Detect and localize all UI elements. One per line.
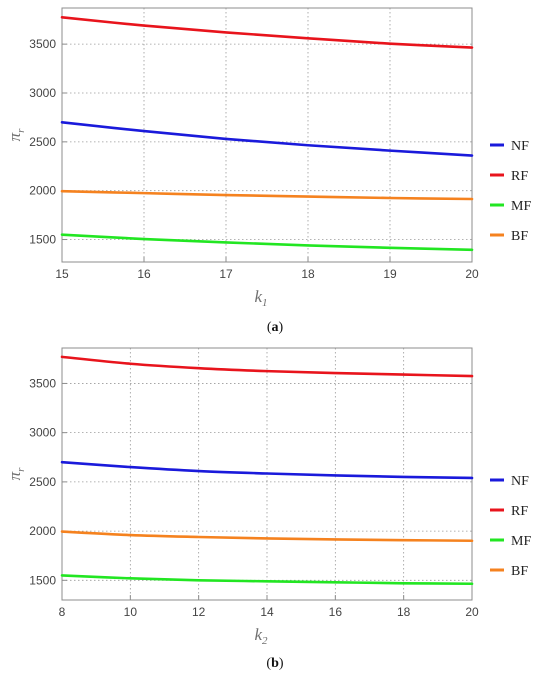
y-tick-label: 2000 xyxy=(29,184,56,198)
x-axis-label: k2 xyxy=(254,625,268,647)
x-tick-label: 20 xyxy=(465,605,479,619)
series-line-mf xyxy=(60,574,474,586)
legend-label-bf: BF xyxy=(511,229,528,244)
y-tick-label: 1500 xyxy=(29,233,56,247)
x-tick-label: 19 xyxy=(383,267,397,281)
legend-label-mf: MF xyxy=(511,199,531,214)
series-line-bf xyxy=(60,530,474,543)
series-line-bf xyxy=(60,189,474,201)
series-line-nf xyxy=(60,121,474,157)
y-axis-label: πr xyxy=(5,128,27,142)
x-tick-label: 8 xyxy=(59,605,66,619)
legend-label-mf: MF xyxy=(511,534,531,549)
y-tick-label: 3000 xyxy=(29,426,56,440)
chart-panel-a: 15 16 17 18 19 20 1500 2000 2500 3000 3500 NF RF MF BF… xyxy=(5,7,531,335)
panel-caption: (a) xyxy=(267,320,284,335)
x-tick-label: 14 xyxy=(260,605,274,619)
x-tick-label: 17 xyxy=(219,267,233,281)
x-axis-label: k1 xyxy=(254,287,267,309)
x-tick-label: 12 xyxy=(192,605,206,619)
plot-frame xyxy=(61,7,473,263)
x-tick-label: 18 xyxy=(301,267,315,281)
x-tick-label: 15 xyxy=(55,267,69,281)
y-tick-label: 1500 xyxy=(29,573,56,587)
legend-label-rf: RF xyxy=(511,169,528,184)
y-tick-label: 2500 xyxy=(29,475,56,489)
chart-panel-b: 8 10 12 14 16 18 20 1500 2000 2500 3000 3500 NF RF MF B… xyxy=(5,347,531,671)
y-tick-label: 3500 xyxy=(29,376,56,390)
legend-label-rf: RF xyxy=(511,504,528,519)
y-tick-label: 2000 xyxy=(29,524,56,538)
series-line-mf xyxy=(60,233,474,252)
x-tick-label: 16 xyxy=(329,605,343,619)
series-line-rf xyxy=(60,355,474,378)
legend-label-nf: NF xyxy=(511,474,529,489)
x-tick-label: 20 xyxy=(465,267,479,281)
series-line-rf xyxy=(60,15,474,49)
y-axis-label: πr xyxy=(5,467,27,481)
legend-label-bf: BF xyxy=(511,564,528,579)
x-tick-label: 18 xyxy=(397,605,411,619)
panel-caption: (b) xyxy=(266,656,283,671)
series-line-nf xyxy=(60,460,474,480)
x-tick-label: 10 xyxy=(124,605,138,619)
y-tick-label: 2500 xyxy=(29,135,56,149)
y-tick-label: 3500 xyxy=(29,37,56,51)
x-tick-label: 16 xyxy=(137,267,151,281)
y-tick-label: 3000 xyxy=(29,86,56,100)
legend-label-nf: NF xyxy=(511,139,529,154)
